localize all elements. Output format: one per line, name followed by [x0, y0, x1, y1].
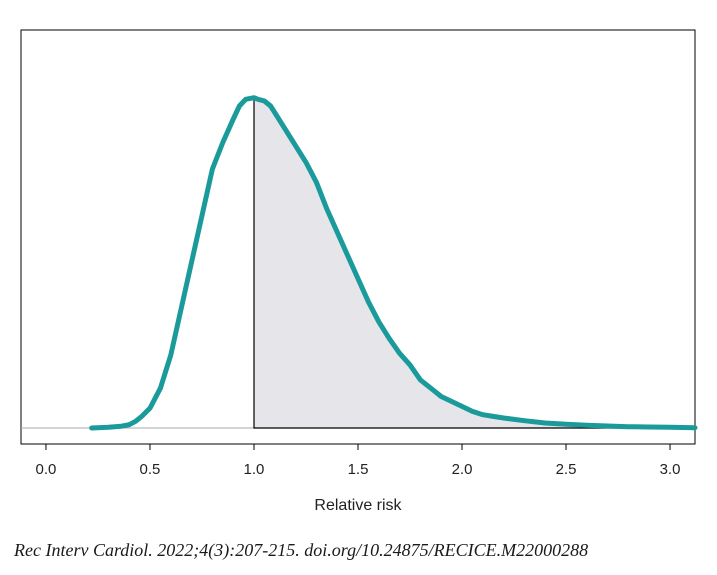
citation: Rec Interv Cardiol. 2022;4(3):207-215. d… — [14, 540, 589, 560]
x-axis: 0.0 0.5 1.0 1.5 2.0 2.5 3.0 — [36, 444, 681, 478]
x-tick-label: 1.0 — [244, 461, 265, 478]
x-tick-label: 2.0 — [452, 461, 473, 478]
density-chart: 0.0 0.5 1.0 1.5 2.0 2.5 3.0 Relative risk — [20, 29, 698, 514]
x-tick-label: 1.5 — [348, 461, 369, 478]
x-tick-label: 0.5 — [140, 461, 161, 478]
density-curve — [89, 95, 698, 431]
x-axis-label: Relative risk — [314, 497, 402, 514]
x-tick-label: 3.0 — [660, 461, 681, 478]
x-tick-label: 0.0 — [36, 461, 57, 478]
x-tick-label: 2.5 — [556, 461, 577, 478]
shaded-area — [253, 96, 696, 429]
